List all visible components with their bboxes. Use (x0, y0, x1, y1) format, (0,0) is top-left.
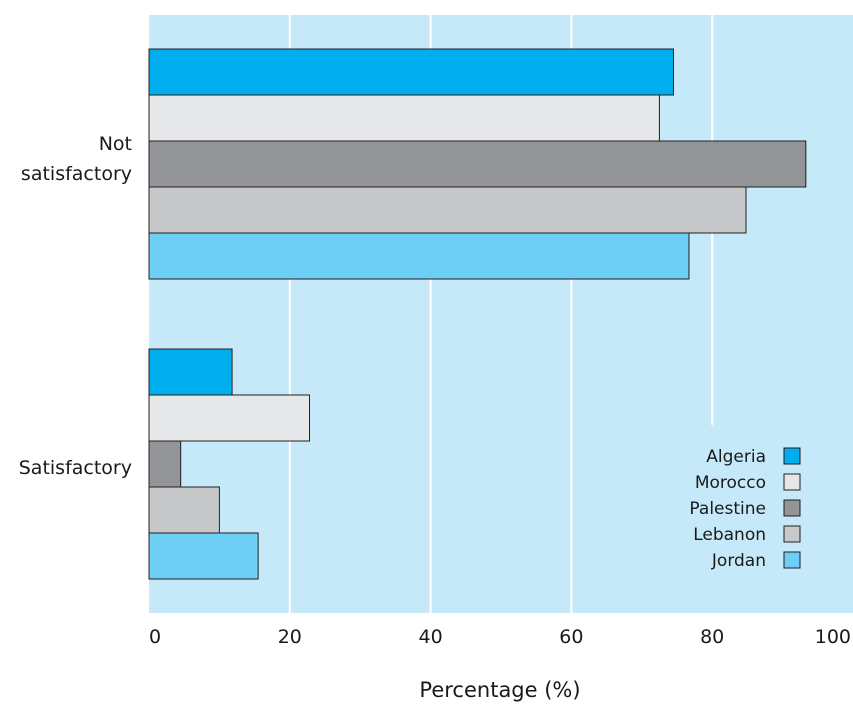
legend-label: Morocco (695, 473, 766, 493)
bar-palestine-satisfactory (148, 440, 182, 488)
x-tick-label: 80 (700, 626, 724, 648)
legend-label: Palestine (689, 499, 766, 519)
bar-algeria-satisfactory (148, 348, 233, 396)
legend-swatch (783, 551, 801, 569)
legend-swatch (783, 499, 801, 517)
x-tick-label: 40 (419, 626, 443, 648)
x-tick-label: 60 (559, 626, 583, 648)
x-tick-label: 100 (815, 626, 851, 648)
legend-swatch (783, 447, 801, 465)
legend-swatch (783, 525, 801, 543)
x-tick-label: 0 (149, 626, 161, 648)
bar-algeria-not-satisfactory (148, 48, 674, 96)
legend-label: Lebanon (693, 525, 766, 545)
bar-morocco-satisfactory (148, 394, 311, 442)
x-tick-label: 20 (278, 626, 302, 648)
x-axis-label: Percentage (%) (419, 678, 580, 702)
bar-jordan-satisfactory (148, 532, 259, 580)
bar-morocco-not-satisfactory (148, 94, 660, 142)
bar-palestine-not-satisfactory (148, 140, 807, 188)
bar-jordan-not-satisfactory (148, 232, 690, 280)
legend-swatch (783, 473, 801, 491)
legend-label: Algeria (706, 447, 766, 467)
category-label: Not satisfactory (21, 133, 132, 185)
bar-lebanon-satisfactory (148, 486, 220, 534)
bar-lebanon-not-satisfactory (148, 186, 747, 234)
legend-label: Jordan (711, 551, 766, 571)
category-label: Satisfactory (19, 457, 132, 479)
